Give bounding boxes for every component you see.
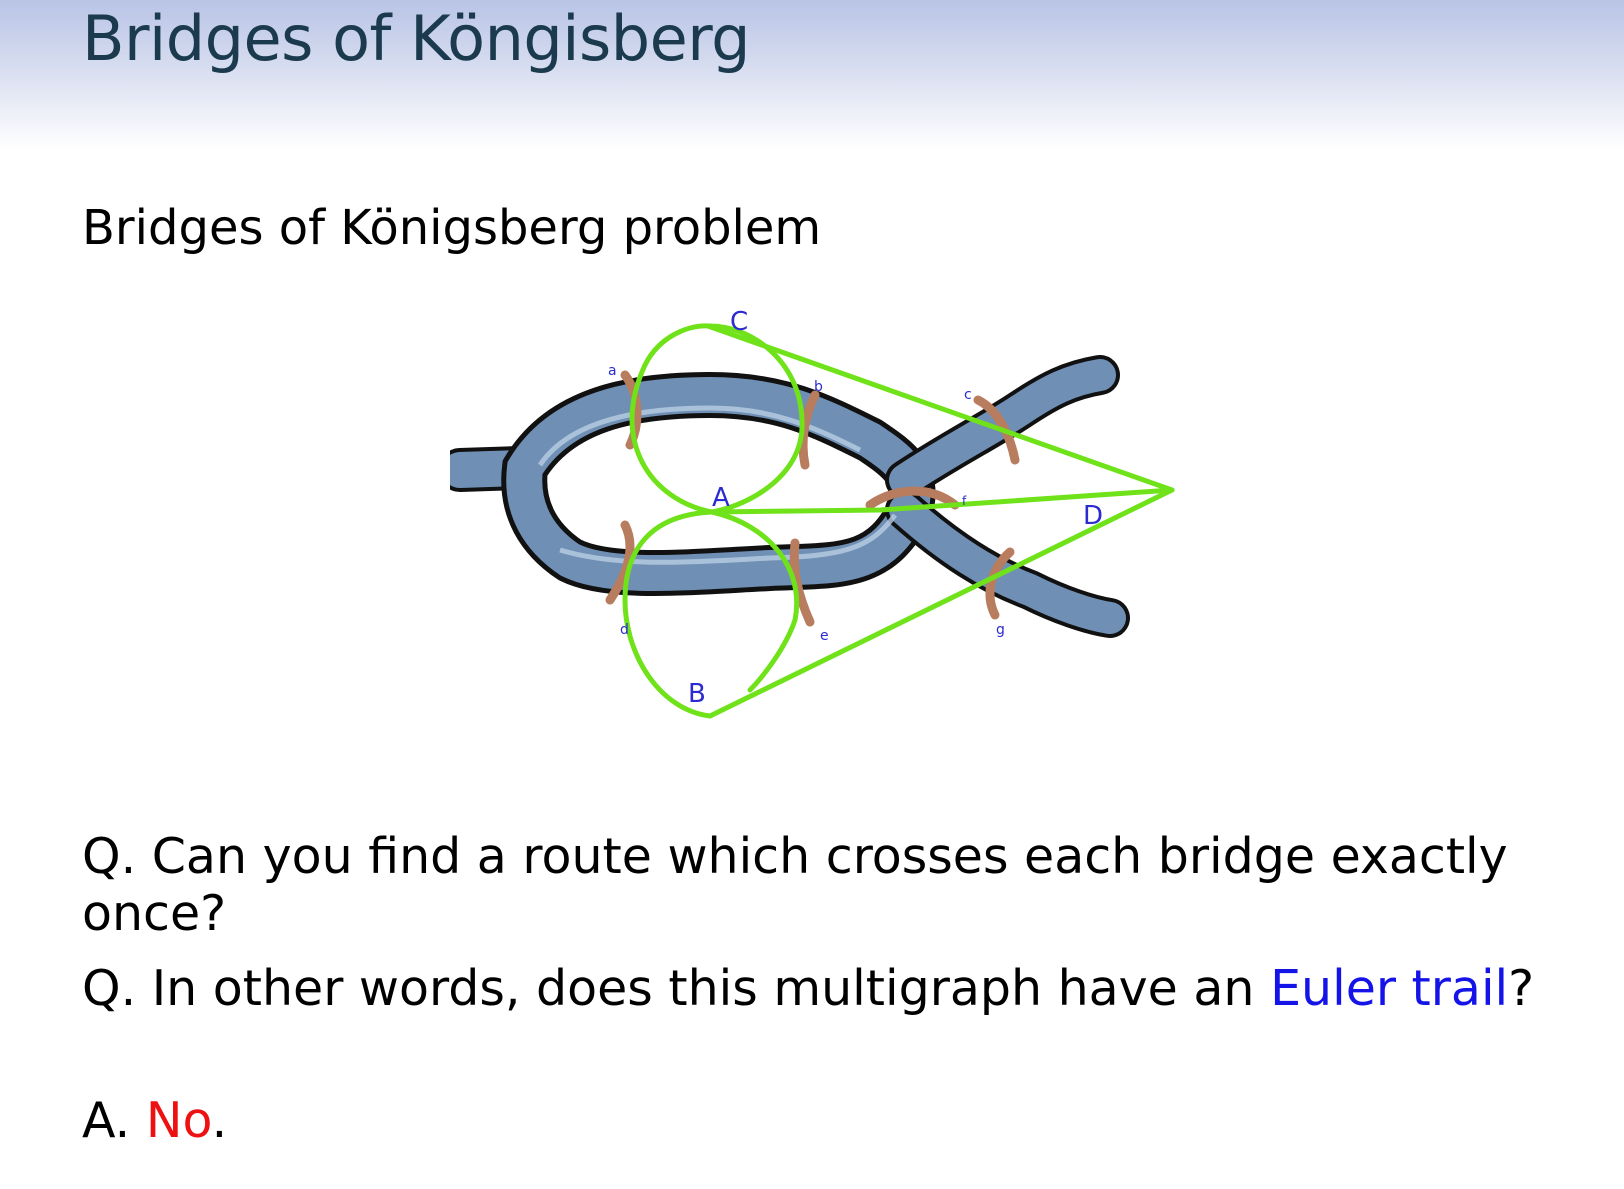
- node-label-A: A: [712, 483, 730, 513]
- edge-AC-a: [629, 323, 715, 515]
- bridge-f: [865, 486, 960, 510]
- answer-suffix: .: [211, 1092, 228, 1149]
- question-2-suffix: ?: [1508, 960, 1535, 1017]
- answer-value: No: [145, 1092, 212, 1149]
- slide-subtitle: Bridges of Königsberg problem: [82, 200, 822, 256]
- konigsberg-diagram: C A B D a b c d e f g: [438, 300, 1210, 760]
- answer: A. No.: [82, 1092, 227, 1149]
- slide-title: Bridges of Köngisberg: [82, 2, 751, 75]
- bridge-label-b: b: [814, 379, 823, 395]
- bridge-label-e: e: [820, 628, 829, 644]
- bridge-label-a: a: [608, 363, 617, 379]
- edge-CD: [705, 323, 1175, 493]
- bridge-g: [985, 547, 1015, 620]
- konigsberg-svg: C A B D a b c d e f g: [438, 307, 1175, 719]
- bridge-label-g: g: [996, 622, 1005, 638]
- bridge-label-c: c: [964, 387, 972, 403]
- edge-AB-e: [709, 509, 800, 693]
- euler-trail-link[interactable]: Euler trail: [1270, 960, 1509, 1017]
- bridge-c: [973, 395, 1020, 465]
- edge-AC-b: [705, 323, 805, 515]
- edge-BD: [707, 487, 1175, 719]
- question-1: Q. Can you find a route which crosses ea…: [82, 828, 1508, 942]
- answer-prefix: A.: [82, 1092, 146, 1149]
- node-label-B: B: [688, 679, 706, 709]
- bridge-d: [605, 520, 635, 605]
- node-label-C: C: [730, 307, 748, 337]
- river: [438, 355, 1130, 638]
- graph-edges: [622, 323, 1175, 719]
- bridge-label-d: d: [620, 622, 629, 638]
- question-2-prefix: Q. In other words, does this multigraph …: [82, 960, 1271, 1017]
- edge-AB-d: [622, 509, 715, 719]
- bridge-label-f: f: [962, 494, 967, 508]
- slide-header: [0, 0, 1624, 150]
- edge-AD: [709, 487, 1175, 515]
- node-label-D: D: [1083, 501, 1103, 531]
- question-2: Q. In other words, does this multigraph …: [82, 960, 1534, 1017]
